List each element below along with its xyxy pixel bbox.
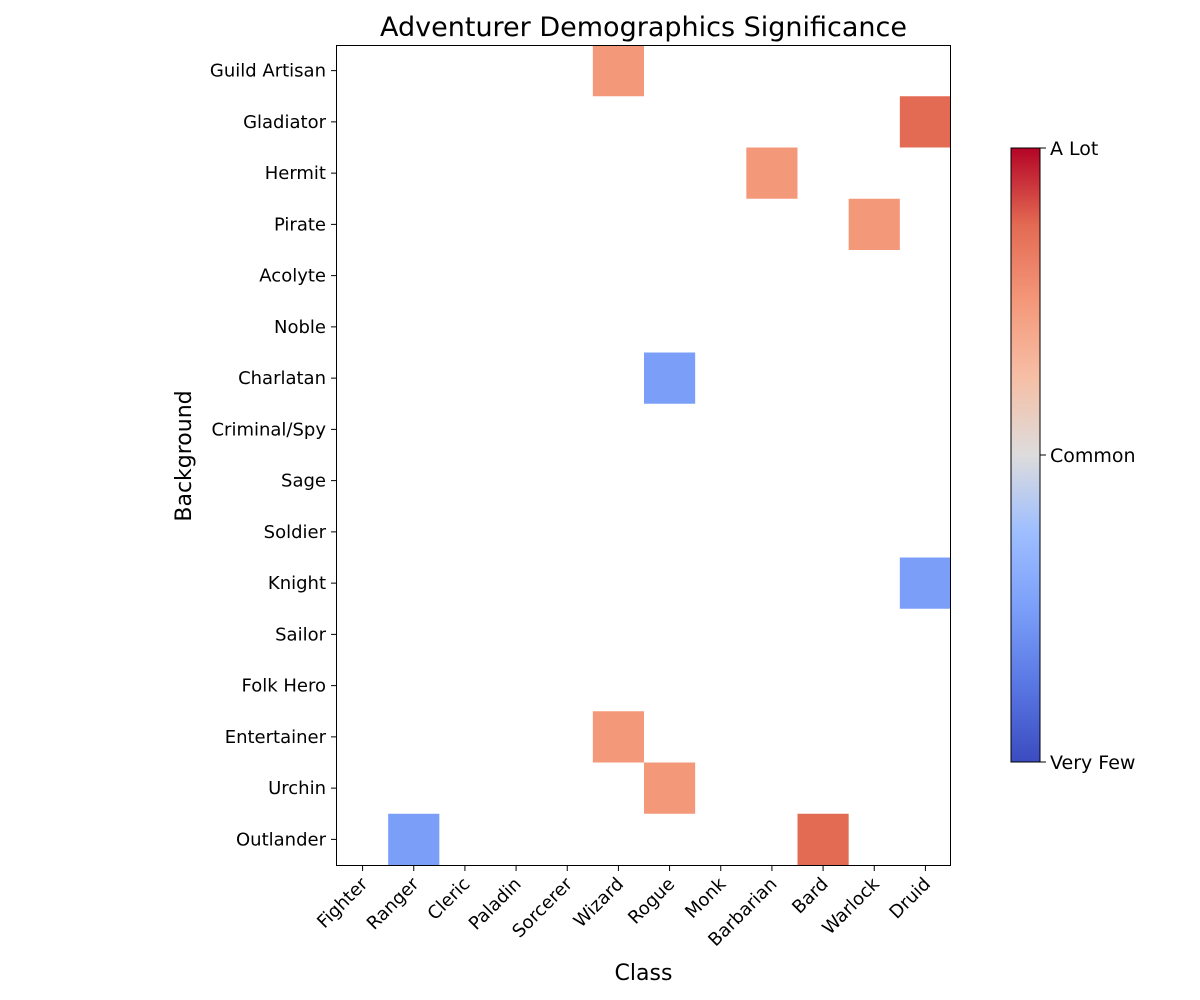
colorbar-ticks: A Lot Common Very Few <box>1040 138 1136 774</box>
heatmap-cell-entertainer-wizard <box>592 711 644 763</box>
y-axis-ticks: Guild Artisan Gladiator Hermit Pirate Acolyt… <box>210 61 337 850</box>
heatmap-cell-guild-artisan-wizard <box>592 45 644 97</box>
heatmap-cell-urchin-rogue <box>644 762 696 814</box>
y-tick-label: Noble <box>274 317 326 338</box>
y-tick-label: Sage <box>281 471 326 492</box>
y-tick-label: Gladiator <box>243 112 327 133</box>
y-tick-label: Entertainer <box>225 727 327 748</box>
y-tick-label: Folk Hero <box>242 676 327 697</box>
x-tick-label: Wizard <box>570 874 628 932</box>
y-tick-label: Knight <box>268 573 326 594</box>
heatmap-cells <box>388 45 951 865</box>
heatmap-cell-knight-druid <box>899 557 951 609</box>
y-axis-label: Background <box>172 390 197 521</box>
x-tick-label: Warlock <box>818 873 884 939</box>
x-tick-label: Monk <box>681 873 730 922</box>
y-tick-label: Urchin <box>268 778 326 799</box>
colorbar: A Lot Common Very Few <box>1010 138 1136 774</box>
colorbar-tick-label: Very Few <box>1050 752 1135 774</box>
x-tick-label: Bard <box>788 874 832 918</box>
heatmap-cell-gladiator-druid <box>899 96 951 148</box>
heatmap-cell-charlatan-rogue <box>644 352 696 404</box>
heatmap-cell-pirate-warlock <box>848 198 900 250</box>
y-tick-label: Outlander <box>236 829 327 850</box>
colorbar-gradient <box>1010 147 1041 763</box>
colorbar-tick-label: A Lot <box>1050 138 1098 160</box>
x-tick-label: Druid <box>885 874 935 924</box>
x-tick-label: Rogue <box>624 874 679 929</box>
chart-title: Adventurer Demographics Significance <box>380 12 907 43</box>
y-tick-label: Sailor <box>275 624 326 645</box>
y-tick-label: Charlatan <box>238 368 326 389</box>
y-tick-label: Guild Artisan <box>210 61 326 82</box>
heatmap-cell-hermit-barbarian <box>746 147 798 199</box>
y-tick-label: Soldier <box>264 522 327 543</box>
y-tick-label: Criminal/Spy <box>211 419 326 440</box>
y-tick-label: Acolyte <box>259 266 326 287</box>
colorbar-tick-label: Common <box>1050 445 1136 467</box>
heatmap-cell-outlander-ranger <box>388 813 440 865</box>
heatmap-cell-outlander-bard <box>797 813 849 865</box>
y-tick-label: Pirate <box>274 214 326 235</box>
x-tick-label: Fighter <box>313 873 372 932</box>
x-tick-label: Ranger <box>363 873 424 934</box>
plot-frame <box>336 45 951 866</box>
x-axis-label: Class <box>615 961 673 986</box>
y-tick-label: Hermit <box>265 163 326 184</box>
